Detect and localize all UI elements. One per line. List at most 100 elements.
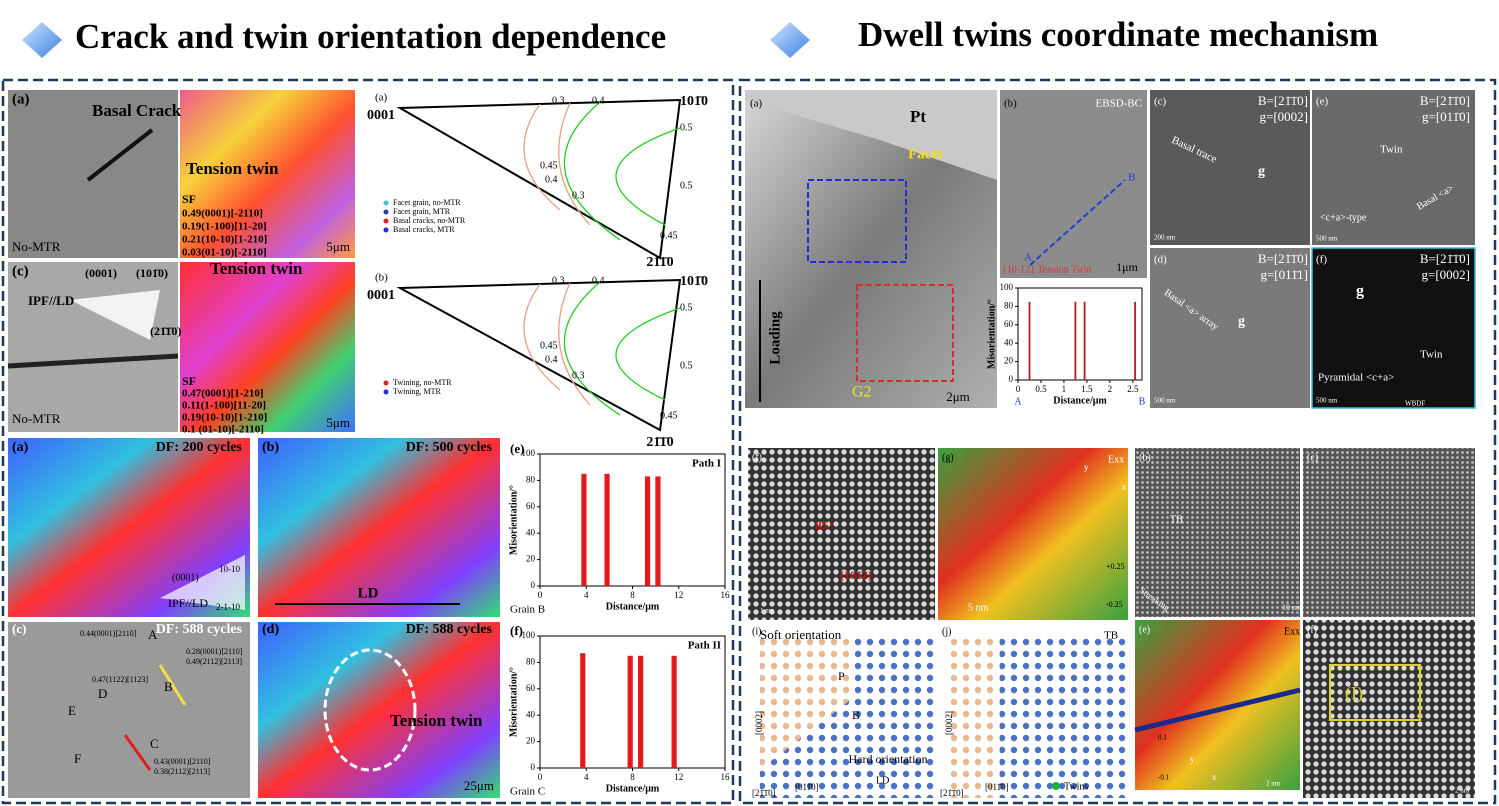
label: 0.4 (545, 174, 558, 185)
label: IPF//LD (28, 293, 74, 308)
legend-marker (383, 218, 389, 224)
label: (d) (262, 622, 279, 637)
label: (c) (1154, 96, 1167, 108)
label: 5μm (326, 415, 350, 430)
label: [0002] (754, 711, 764, 735)
label: [21̄1̄0] (752, 788, 776, 798)
g-shape (563, 101, 681, 416)
line-shape (1134, 687, 1301, 733)
label: g (1258, 164, 1265, 179)
polygon-shape (760, 635, 850, 770)
label: 101̄0 (680, 94, 708, 109)
label: B (1128, 172, 1135, 184)
label: 0.45 (660, 230, 678, 241)
label: 0.19(10-10)[1-210] (182, 412, 267, 424)
bar (604, 473, 610, 586)
x-tick-label: 8 (630, 590, 635, 600)
legend-marker (383, 380, 389, 386)
label: TB (1104, 630, 1118, 642)
label: 0.3 (572, 190, 585, 201)
label: EBSD-BC (1096, 98, 1142, 110)
label: 0.45 (540, 160, 558, 171)
polygon-shape (745, 90, 997, 180)
label: 0.49(0001)[-2110] (182, 208, 263, 220)
polygon-shape (770, 22, 810, 58)
rect-shape (1000, 90, 1147, 278)
label: (0001) (85, 266, 117, 280)
label: 85° (815, 519, 835, 534)
label: 0.5 (680, 180, 693, 191)
label: 10 nm (1282, 603, 1303, 612)
bar (1083, 301, 1086, 380)
path-shape (523, 103, 561, 211)
rect-shape (1150, 90, 1310, 245)
label: 0.19(1-100)[11-20] (182, 221, 267, 233)
label: Facet grain, MTR (393, 207, 451, 216)
rect-shape (1329, 664, 1421, 721)
label: x (1212, 772, 1217, 782)
rect-shape (856, 284, 954, 382)
section-title: Crack and twin orientation dependence (75, 17, 666, 56)
label: 500 nm (1154, 397, 1176, 405)
y-tick-label: 20 (526, 736, 536, 746)
path-shape (523, 283, 561, 391)
label: (101̄2) (840, 568, 872, 582)
label: SF (182, 192, 196, 206)
rect-shape (1303, 620, 1475, 798)
label: (b) (262, 440, 279, 455)
label: Grain C (510, 786, 545, 798)
label: 0.1 (01-10)[-2110] (182, 424, 264, 436)
label: (a) (12, 91, 30, 107)
rect-shape (1312, 248, 1475, 408)
rect-shape (1135, 620, 1300, 790)
label: [011̄0] (795, 782, 819, 792)
polygon-shape (1000, 635, 1128, 798)
axis-label: Distance/μm (1053, 395, 1107, 406)
label: (f) (510, 623, 523, 638)
label: B=[21̄1̄0] (1258, 251, 1308, 266)
legend-marker (383, 389, 389, 395)
label: Basal cracks, no-MTR (393, 216, 466, 225)
label: 0.11(1-100)[11-20] (182, 400, 266, 412)
label: 0.1 (1158, 734, 1167, 742)
label: DF: 588 cycles (406, 622, 493, 637)
label: 5μm (326, 239, 350, 254)
label: A (1014, 396, 1022, 407)
label: 2-1-10 (216, 602, 240, 612)
bar (627, 655, 633, 768)
label: 0001 (367, 288, 395, 303)
label: P (838, 669, 845, 683)
rect-shape (258, 438, 500, 617)
y-tick-label: 40 (1004, 337, 1014, 347)
path-shape (615, 307, 681, 401)
label: 0.5 (680, 122, 693, 133)
rect-shape (807, 179, 907, 263)
label: (c) (12, 263, 29, 279)
path-shape (615, 127, 681, 226)
g-shape (523, 102, 591, 406)
label: B (852, 708, 860, 722)
label: Basal cracks, MTR (393, 225, 455, 234)
label: (d) (1154, 254, 1167, 266)
label: x (1122, 482, 1127, 492)
label: B=[21̄1̄0] (1420, 251, 1470, 266)
path-shape (558, 282, 591, 406)
label: DF: 200 cycles (156, 440, 243, 455)
axis-label: Misorientation/° (986, 299, 997, 369)
label: 0.21(10-10)[1-210] (182, 234, 267, 246)
label: B=[21̄1̄0] (1258, 93, 1308, 108)
legend-marker (1052, 782, 1060, 790)
label: 1 nm (760, 607, 775, 615)
section-title: Dwell twins coordinate mechanism (858, 15, 1378, 54)
label: (a) (375, 92, 388, 104)
label: y (1084, 462, 1089, 472)
polygon-shape (160, 555, 245, 610)
label: 0.4 (545, 354, 558, 365)
label: A (1024, 252, 1032, 264)
label: Hard orientation (849, 752, 928, 766)
label: DF: 588 cycles (156, 622, 243, 637)
y-tick-label: 80 (526, 656, 536, 666)
legend-marker (383, 227, 389, 233)
x-tick-label: 1.5 (1081, 384, 1093, 394)
x-tick-label: 0 (538, 772, 543, 782)
